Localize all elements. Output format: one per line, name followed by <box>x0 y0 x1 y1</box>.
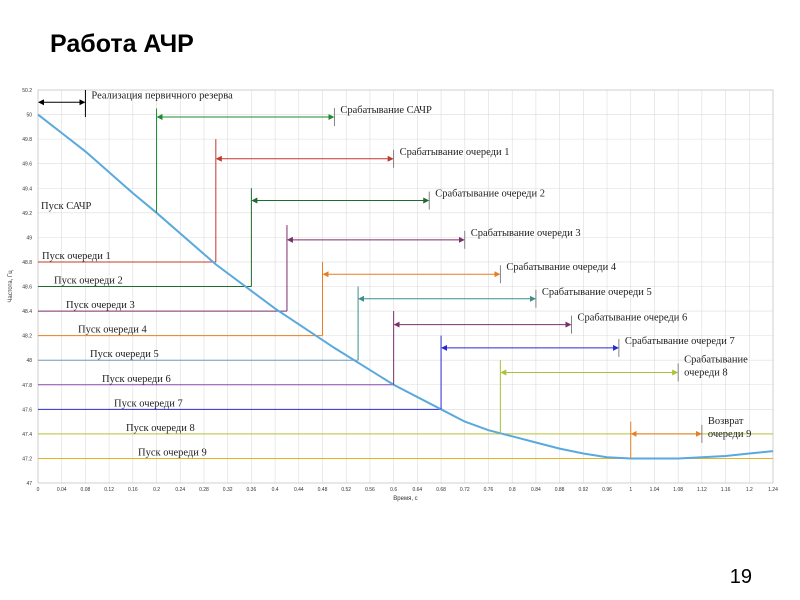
annotation-8: Срабатывание очереди 6 <box>393 311 687 385</box>
axes: 0 0.04 0.08 0.12 0.16 0.2 0.24 0.28 0.32 0.36 0.4 0… <box>8 88 778 502</box>
x-tick-label: 0.88 <box>555 487 565 493</box>
x-tick-label: 1.24 <box>768 487 778 493</box>
x-tick-label: 0.36 <box>247 487 257 493</box>
y-tick-label: 47.6 <box>22 407 32 413</box>
annotation-label: Срабатывание очереди 5 <box>542 287 652 298</box>
y-tick-label: 47 <box>26 481 32 487</box>
x-axis-label: Время, с <box>393 496 417 502</box>
x-tick-label: 0.12 <box>104 487 114 493</box>
x-tick-label: 1.04 <box>650 487 660 493</box>
annotation-label: Срабатывание очереди 7 <box>625 336 735 347</box>
y-tick-label: 47.8 <box>22 383 32 389</box>
frequency-curve-group <box>37 113 774 460</box>
annotation-label: Реализация первичного резерва <box>91 90 233 101</box>
annotation-label: Срабатывание <box>684 354 748 365</box>
x-tick-label: 0.08 <box>81 487 91 493</box>
start-label-4: Пуск очереди 4 <box>78 325 147 336</box>
annotation-5: Срабатывание очереди 3 <box>286 225 581 312</box>
x-tick-label: 0.84 <box>531 487 541 493</box>
y-tick-label: 49.6 <box>22 162 32 168</box>
y-tick-label: 47.2 <box>22 456 32 462</box>
y-tick-label: 47.4 <box>22 432 32 438</box>
x-tick-label: 0.72 <box>460 487 470 493</box>
x-tick-label: 0.44 <box>294 487 304 493</box>
start-label-6: Пуск очереди 6 <box>102 374 171 385</box>
annotation-9: Срабатывание очереди 7 <box>440 335 735 410</box>
annotation-label: очереди 9 <box>708 429 752 440</box>
y-tick-label: 48 <box>26 358 32 364</box>
annotation-label: Срабатывание очереди 2 <box>435 189 545 200</box>
start-label-8: Пуск очереди 8 <box>126 423 195 434</box>
start-label-5: Пуск очереди 5 <box>90 349 159 360</box>
slide-number: 19 <box>729 566 752 588</box>
annotation-4: Срабатывание очереди 2 <box>250 188 545 287</box>
start-label-3: Пуск очереди 3 <box>66 300 135 311</box>
annotations: Реализация первичного резерва Срабатывани… <box>38 90 752 459</box>
y-tick-label: 50.2 <box>22 88 32 94</box>
x-tick-label: 0.32 <box>223 487 233 493</box>
y-tick-label: 49.8 <box>22 137 32 143</box>
annotation-label: Срабатывание очереди 4 <box>506 262 617 273</box>
x-tick-label: 0.4 <box>272 487 279 493</box>
x-tick-label: 0.2 <box>153 487 160 493</box>
y-tick-label: 48.8 <box>22 260 32 266</box>
annotation-3: Срабатывание очереди 1 <box>215 139 510 262</box>
y-tick-label: 48.6 <box>22 285 32 291</box>
annotation-1: Реализация первичного резерва <box>38 90 233 118</box>
frequency-curve <box>37 113 774 460</box>
annotation-6: Срабатывание очереди 4 <box>322 261 617 336</box>
y-axis-label: Частота, Гц <box>8 270 14 303</box>
x-tick-label: 0.8 <box>509 487 516 493</box>
start-label-9: Пуск очереди 9 <box>138 447 207 458</box>
y-tick-label: 50 <box>26 113 32 119</box>
y-tick-label: 49.4 <box>22 186 32 192</box>
x-tick-label: 0.56 <box>365 487 375 493</box>
y-tick-label: 48.4 <box>22 309 32 315</box>
y-tick-label: 49 <box>26 235 32 241</box>
x-tick-label: 0.92 <box>578 487 588 493</box>
annotation-label: очереди 8 <box>684 367 728 378</box>
slide-title: Работа АЧР <box>50 30 194 58</box>
annotation-label: Срабатывание очереди 1 <box>400 147 510 158</box>
x-tick-label: 0.96 <box>602 487 612 493</box>
x-tick-label: 0.6 <box>390 487 397 493</box>
start-label-2: Пуск очереди 2 <box>54 276 123 287</box>
start-label-7: Пуск очереди 7 <box>114 398 183 409</box>
x-tick-label: 0.16 <box>128 487 138 493</box>
x-tick-label: 0.04 <box>57 487 67 493</box>
x-tick-label: 1.08 <box>673 487 683 493</box>
achr-start-label: Пуск САЧР <box>41 201 92 212</box>
x-tick-label: 0.48 <box>318 487 328 493</box>
annotation-label: Срабатывание очереди 6 <box>577 313 687 324</box>
x-tick-label: 1 <box>629 487 632 493</box>
y-tick-label: 48.2 <box>22 334 32 340</box>
x-tick-label: 0 <box>37 487 40 493</box>
x-tick-label: 0.76 <box>484 487 494 493</box>
y-tick-label: 49.2 <box>22 211 32 217</box>
annotation-label: Срабатывание очереди 3 <box>471 228 581 239</box>
annotation-11: Возврат очереди 9 <box>630 416 752 459</box>
x-tick-label: 0.52 <box>341 487 351 493</box>
x-tick-label: 1.16 <box>721 487 731 493</box>
annotation-label: Возврат <box>708 416 744 427</box>
x-tick-label: 0.64 <box>412 487 422 493</box>
x-tick-label: 1.12 <box>697 487 707 493</box>
annotation-2: Срабатывание САЧР <box>156 105 432 213</box>
annotation-7: Срабатывание очереди 5 <box>357 286 652 361</box>
x-tick-label: 0.28 <box>199 487 209 493</box>
annotation-label: Срабатывание САЧР <box>340 105 432 116</box>
annotation-10: Срабатывание очереди 8 <box>499 354 748 434</box>
x-tick-label: 0.24 <box>175 487 185 493</box>
start-label-1: Пуск очереди 1 <box>42 251 111 262</box>
x-tick-label: 1.2 <box>746 487 753 493</box>
x-tick-label: 0.68 <box>436 487 446 493</box>
